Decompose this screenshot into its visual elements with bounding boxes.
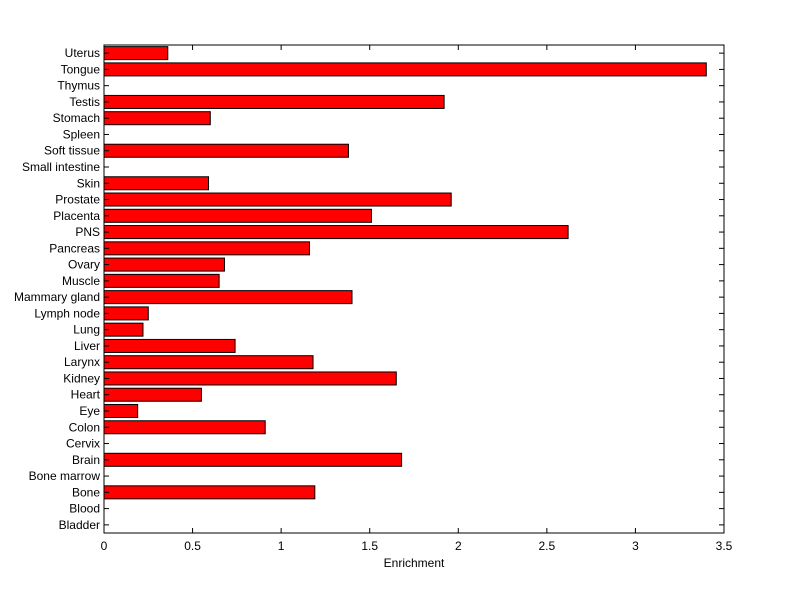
y-tick-label: Skin: [77, 176, 100, 190]
y-tick-label: Blood: [69, 502, 100, 516]
bar: [103, 94, 445, 109]
y-tick-label: Stomach: [53, 111, 100, 125]
bar: [103, 452, 403, 467]
y-tick-label: Liver: [74, 339, 100, 353]
plot-area: [104, 45, 724, 533]
y-tick-label: Cervix: [66, 437, 100, 451]
y-tick-label: Small intestine: [22, 160, 100, 174]
y-tick-label: Bone: [72, 485, 100, 499]
x-tick-label: 2: [455, 539, 462, 553]
y-tick-label: Ovary: [68, 258, 100, 272]
bar: [103, 420, 266, 435]
bar: [103, 371, 397, 386]
bar: [103, 208, 372, 223]
bar: [103, 257, 225, 272]
x-tick-label: 1: [278, 539, 285, 553]
plot-frame: [103, 44, 725, 534]
y-tick-label: Heart: [71, 388, 101, 402]
y-tick-label: Tongue: [61, 62, 101, 76]
bar: [103, 176, 210, 191]
y-tick-label: Eye: [79, 404, 100, 418]
x-tick-label: 0: [101, 539, 108, 553]
y-tick-label: Muscle: [62, 274, 100, 288]
y-tick-label: Colon: [69, 420, 100, 434]
bar: [103, 241, 310, 256]
bar: [103, 192, 452, 207]
bar: [103, 387, 202, 402]
bar: [103, 143, 349, 158]
y-tick-label: Lung: [73, 323, 100, 337]
y-tick-label: Thymus: [57, 79, 100, 93]
y-tick-label: Lymph node: [34, 306, 100, 320]
y-tick-label: Spleen: [63, 127, 100, 141]
y-tick-label: Larynx: [64, 355, 100, 369]
bar: [103, 338, 236, 353]
y-tick-label: PNS: [75, 225, 100, 239]
x-tick-label: 1.5: [361, 539, 378, 553]
bar: [103, 46, 169, 61]
x-axis-label: Enrichment: [384, 556, 445, 570]
bar: [103, 355, 314, 370]
y-tick-label: Mammary gland: [14, 290, 100, 304]
x-tick-label: 0.5: [184, 539, 201, 553]
bar: [103, 322, 144, 337]
bar: [103, 403, 139, 419]
bar: [103, 62, 707, 77]
y-tick-label: Kidney: [63, 371, 100, 385]
bar: [103, 111, 211, 126]
x-tick-label: 3: [632, 539, 639, 553]
y-tick-label: Testis: [69, 95, 100, 109]
x-tick-label: 2.5: [539, 539, 556, 553]
y-tick-label: Bladder: [59, 518, 100, 532]
bar: [103, 225, 569, 240]
bar: [103, 306, 149, 321]
y-tick-label: Bone marrow: [29, 469, 101, 483]
bar: [103, 290, 353, 305]
y-tick-label: Soft tissue: [44, 144, 100, 158]
bar: [103, 273, 220, 288]
ticks-group: Bladder Blood Bone Bone marrow Brain Cervix Co…: [14, 45, 733, 553]
y-tick-label: Placenta: [53, 209, 100, 223]
y-tick-label: Pancreas: [49, 241, 100, 255]
y-tick-label: Uterus: [65, 46, 100, 60]
x-tick-label: 3.5: [716, 539, 733, 553]
bar: [103, 485, 316, 500]
y-tick-label: Prostate: [55, 193, 100, 207]
y-tick-label: Brain: [72, 453, 100, 467]
